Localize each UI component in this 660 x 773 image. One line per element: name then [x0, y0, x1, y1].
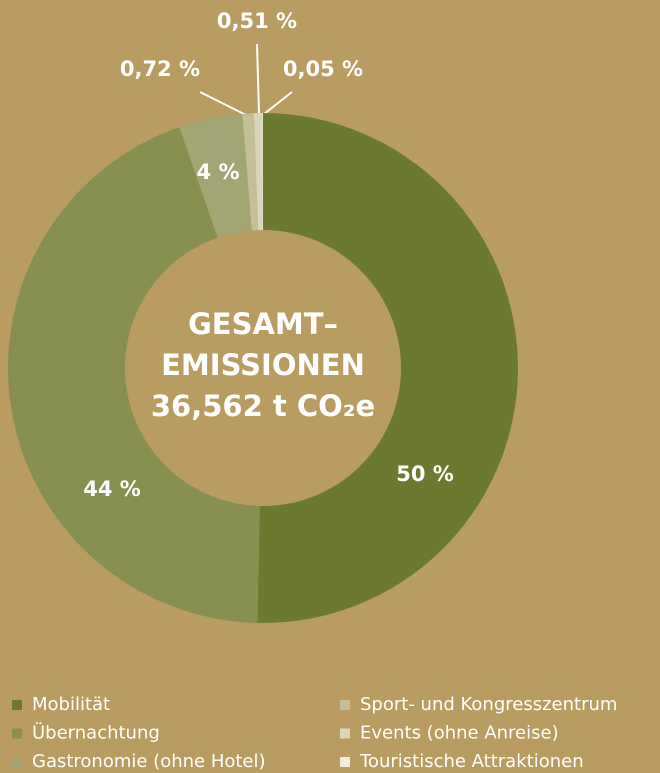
donut-segment	[262, 113, 263, 231]
legend-swatch	[340, 700, 350, 710]
legend-label: Mobilität	[32, 694, 110, 715]
center-text: EMISSIONEN	[161, 348, 365, 382]
legend-swatch	[12, 700, 22, 710]
legend-swatch	[12, 757, 22, 767]
leader-line	[263, 91, 293, 115]
data-label: 0,05 %	[283, 57, 363, 81]
data-label: 0,72 %	[120, 57, 200, 81]
legend-swatch	[340, 757, 350, 767]
donut-segment	[7, 127, 260, 623]
legend-label: Gastronomie (ohne Hotel)	[32, 751, 266, 772]
legend-swatch	[340, 728, 350, 739]
legend-label: Übernachtung	[32, 722, 160, 744]
data-label: 50 %	[396, 462, 454, 486]
data-label: 0,51 %	[217, 9, 297, 33]
legend-label: Sport- und Kongresszentrum	[360, 694, 617, 715]
donut-segment	[257, 113, 518, 623]
leader-line	[256, 43, 260, 114]
legend-label: Touristische Attraktionen	[359, 751, 584, 772]
leader-line	[199, 91, 247, 116]
center-text: GESAMT–	[188, 307, 338, 341]
data-label: 4 %	[197, 160, 240, 184]
center-text: 36,562 t CO₂e	[151, 389, 375, 423]
donut-segment	[242, 113, 259, 231]
donut-segment	[253, 113, 263, 231]
legend-label: Events (ohne Anreise)	[360, 723, 559, 744]
donut-segment	[179, 113, 252, 238]
legend-swatch	[12, 728, 22, 739]
data-label: 44 %	[83, 477, 141, 501]
leader-lines	[199, 43, 293, 116]
